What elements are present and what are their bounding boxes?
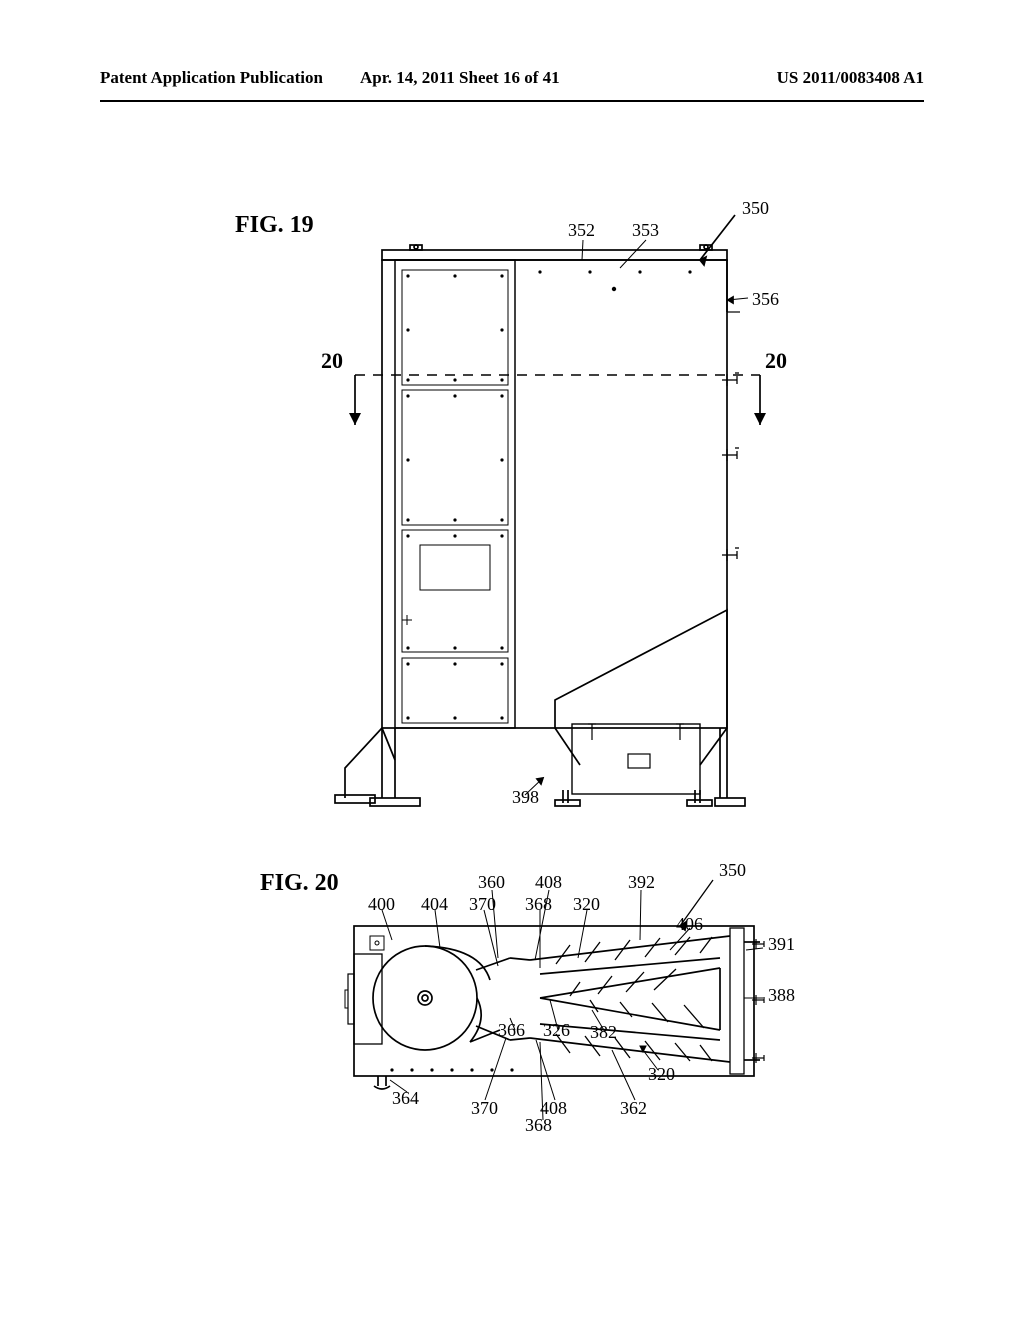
header-left: Patent Application Publication	[100, 68, 323, 88]
header-center: Apr. 14, 2011 Sheet 16 of 41	[360, 68, 560, 88]
header-right: US 2011/0083408 A1	[777, 68, 924, 88]
page: Patent Application Publication Apr. 14, …	[0, 0, 1024, 1320]
header-rule	[100, 100, 924, 102]
fig19-drawing	[0, 200, 1024, 850]
fig20-drawing	[0, 870, 1024, 1170]
